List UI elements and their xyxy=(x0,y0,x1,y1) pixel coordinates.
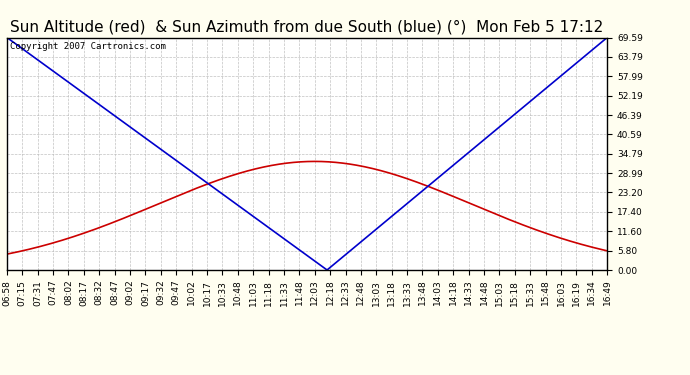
Title: Sun Altitude (red)  & Sun Azimuth from due South (blue) (°)  Mon Feb 5 17:12: Sun Altitude (red) & Sun Azimuth from du… xyxy=(10,20,604,35)
Text: Copyright 2007 Cartronics.com: Copyright 2007 Cartronics.com xyxy=(10,42,166,51)
